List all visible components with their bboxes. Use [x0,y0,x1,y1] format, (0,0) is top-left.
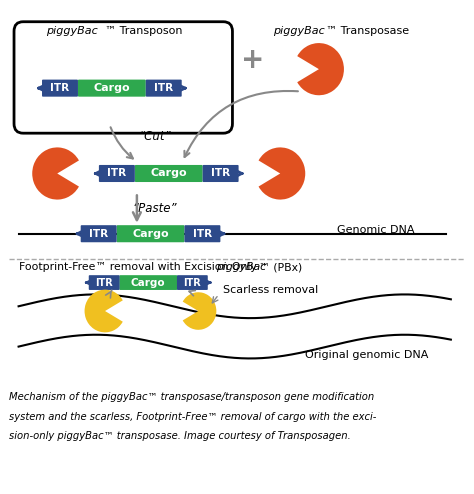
Text: ITR: ITR [211,168,230,178]
FancyBboxPatch shape [117,225,184,242]
Wedge shape [297,43,344,95]
Text: piggyBac: piggyBac [273,27,325,37]
Text: ITR: ITR [193,229,212,239]
FancyBboxPatch shape [146,80,182,97]
Text: Original genomic DNA: Original genomic DNA [305,350,428,360]
Text: ITR: ITR [107,168,127,178]
Text: ITR: ITR [95,278,113,288]
Text: “Cut”: “Cut” [139,129,172,143]
Text: sion-only piggyBac™ transposase. Image courtesy of Transposagen.: sion-only piggyBac™ transposase. Image c… [9,431,351,442]
FancyBboxPatch shape [203,165,238,182]
Text: Cargo: Cargo [131,278,165,288]
Text: ™ (PBx): ™ (PBx) [259,262,302,272]
Text: ITR: ITR [154,83,173,93]
Text: Scarless removal: Scarless removal [223,285,319,295]
Text: Cargo: Cargo [93,83,130,93]
FancyBboxPatch shape [42,80,78,97]
Wedge shape [32,147,79,200]
Text: piggyBac: piggyBac [217,262,267,272]
Text: Mechanism of the piggyBac™ transposase/transposon gene modification: Mechanism of the piggyBac™ transposase/t… [9,392,375,402]
Text: ITR: ITR [50,83,70,93]
FancyBboxPatch shape [177,275,208,290]
Wedge shape [182,292,216,330]
Text: Genomic DNA: Genomic DNA [337,225,415,236]
FancyBboxPatch shape [89,275,119,290]
FancyBboxPatch shape [81,225,117,242]
Text: system and the scarless, Footprint-Free™ removal of cargo with the exci-: system and the scarless, Footprint-Free™… [9,412,377,421]
Text: +: + [241,45,264,74]
FancyBboxPatch shape [135,165,203,182]
Wedge shape [258,147,305,200]
Wedge shape [84,289,123,332]
Text: Cargo: Cargo [150,168,187,178]
Text: “Paste”: “Paste” [133,202,177,215]
Text: ™ Transposase: ™ Transposase [326,27,409,37]
Text: Cargo: Cargo [132,229,169,239]
Text: ITR: ITR [89,229,108,239]
Text: ITR: ITR [183,278,201,288]
FancyBboxPatch shape [78,80,146,97]
FancyBboxPatch shape [99,165,135,182]
FancyBboxPatch shape [184,225,220,242]
Text: piggyBac: piggyBac [46,27,98,37]
FancyBboxPatch shape [119,275,177,290]
Text: ™ Transposon: ™ Transposon [105,27,182,37]
Text: Footprint-Free™ removal with Excision Only: Footprint-Free™ removal with Excision On… [18,262,260,272]
FancyBboxPatch shape [14,22,232,133]
